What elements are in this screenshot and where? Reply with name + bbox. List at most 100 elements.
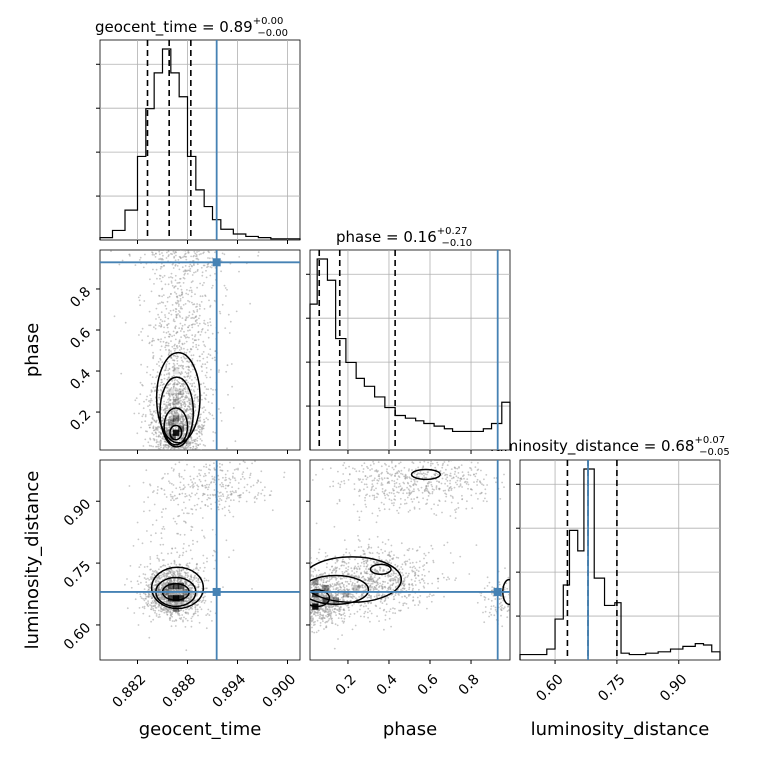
panel-frame [309,249,511,451]
sample-point [198,451,200,453]
sample-point [335,614,337,616]
sample-point [179,278,181,280]
sample-point [149,568,152,571]
sample-point [167,344,170,347]
sample-point [153,339,155,342]
sample-point [136,580,139,583]
sample-point [197,425,200,428]
sample-point [311,620,314,622]
sample-point [201,452,203,454]
sample-point [149,437,151,440]
sample-point [208,614,211,616]
sample-point [165,456,167,458]
sample-point [224,476,227,479]
sample-point [246,483,249,486]
sample-point [171,366,174,369]
sample-point [283,476,285,479]
sample-point [301,602,303,604]
sample-point [248,491,251,494]
sample-point [160,324,163,326]
sample-point [148,341,151,344]
sample-point [182,551,185,554]
sample-point [191,557,194,560]
sample-point [193,612,196,615]
sample-point [218,371,220,373]
sample-point [197,579,200,582]
sample-point [185,258,188,261]
sample-point [168,248,170,250]
panels-layer: 0.882 0.888 0.894 0.900 0.2 0.4 0.6 0.8 0.60 0.75… [61,39,721,711]
sample-point [180,348,183,350]
sample-point [305,587,307,589]
sample-point [153,490,155,492]
sample-point [174,463,177,466]
sample-point [177,367,180,369]
sample-point [158,456,160,458]
sample-point [173,456,175,458]
sample-point [204,595,206,598]
sample-point [218,503,221,506]
sample-point [187,597,190,599]
sample-point [306,578,308,580]
sample-point [132,545,135,547]
sample-point [300,604,302,606]
sample-point [172,451,174,453]
sample-point [200,266,203,269]
sample-point [210,482,212,484]
sample-point [201,398,203,401]
sample-point [162,447,165,450]
sample-point [240,478,242,481]
sample-point [212,431,215,433]
sample-point [196,540,199,543]
sample-point [229,478,232,481]
sample-point [165,404,168,407]
sample-point [173,603,175,606]
sample-point [191,508,194,511]
sample-point [180,399,182,402]
sample-point [209,497,211,500]
sample-point [186,273,189,275]
sample-point [185,340,188,343]
sample-point [189,444,192,446]
sample-point [303,583,305,585]
sample-point [161,276,164,279]
sample-point [222,483,224,486]
sample-point [169,456,171,458]
sample-point [194,442,197,445]
sample-point [304,612,306,614]
sample-point [307,602,309,604]
sample-point [188,405,191,408]
sample-point [159,388,162,391]
sample-point [184,495,187,498]
sample-point [197,485,200,488]
sample-point [185,292,188,295]
sample-point [317,586,320,588]
sample-point [166,423,168,425]
sample-point [172,246,174,248]
sample-point [159,302,161,305]
sample-point [177,305,180,307]
sample-point [128,253,131,256]
sample-point [162,331,165,333]
sample-point [156,457,158,459]
sample-point [200,449,203,450]
sample-point [204,472,206,475]
sample-point [160,432,162,434]
sample-point [201,353,204,355]
sample-point [170,458,172,460]
sample-point [174,428,177,430]
sample-point [177,313,180,315]
sample-point [206,498,209,501]
sample-point [228,556,230,559]
sample-point [204,374,207,377]
sample-point [165,364,168,367]
sample-point [310,557,312,559]
density-cell [172,429,180,436]
sample-point [168,276,170,279]
sample-point [151,421,153,424]
sample-point [143,599,146,602]
sample-point [164,283,167,286]
sample-point [201,363,204,365]
sample-point [197,583,200,586]
sample-point [187,585,190,587]
